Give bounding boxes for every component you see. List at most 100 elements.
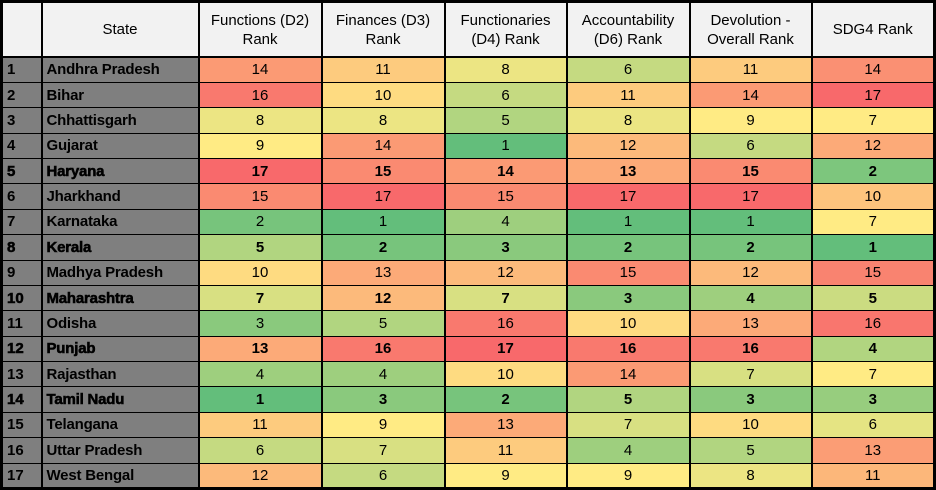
state-cell: Punjab — [40, 335, 200, 363]
state-cell: Bihar — [40, 81, 200, 109]
rank-cell: 15 — [443, 183, 568, 210]
rank-cell: 3 — [688, 386, 813, 413]
rank-cell: 7 — [810, 360, 936, 388]
table-row: 9 Madhya Pradesh 10 13 12 15 12 15 — [0, 259, 936, 286]
row-number-cell: 17 — [0, 462, 43, 489]
rank-cell: 2 — [320, 234, 446, 261]
rank-cell: 15 — [810, 259, 936, 286]
rank-cell: 8 — [197, 107, 323, 134]
state-cell: Andhra Pradesh — [40, 56, 200, 83]
state-cell: Tamil Nadu — [40, 386, 200, 413]
rank-cell: 10 — [197, 259, 323, 286]
rank-cell: 13 — [565, 157, 691, 185]
rank-cell: 11 — [688, 56, 813, 83]
col-header-label: SDG4 Rank — [832, 21, 913, 38]
state-cell: Jharkhand — [40, 183, 200, 210]
row-number-cell: 5 — [0, 157, 43, 185]
rank-cell: 12 — [810, 132, 936, 160]
rank-cell: 17 — [320, 183, 446, 210]
row-number-cell: 10 — [0, 284, 43, 312]
rank-cell: 6 — [320, 462, 446, 489]
table-row: 4 Gujarat 9 14 1 12 6 12 — [0, 132, 936, 160]
col-header-functionaries-d4-rank: Functionaries (D4) Rank — [443, 1, 568, 58]
rank-cell: 7 — [565, 411, 691, 439]
rank-cell: 7 — [443, 284, 568, 312]
rank-cell: 13 — [443, 411, 568, 439]
rank-cell: 12 — [443, 259, 568, 286]
table-row: 17 West Bengal 12 6 9 9 8 11 — [0, 462, 936, 489]
rank-cell: 9 — [565, 462, 691, 489]
state-cell: Madhya Pradesh — [40, 259, 200, 286]
rank-cell: 16 — [197, 81, 323, 109]
rank-cell: 3 — [197, 310, 323, 337]
rank-cell: 5 — [810, 284, 936, 312]
rank-cell: 16 — [443, 310, 568, 337]
rank-cell: 9 — [320, 411, 446, 439]
row-number-cell: 14 — [0, 386, 43, 413]
rank-cell: 5 — [565, 386, 691, 413]
rank-cell: 8 — [320, 107, 446, 134]
row-number-cell: 6 — [0, 183, 43, 210]
rank-cell: 2 — [443, 386, 568, 413]
row-number-cell: 12 — [0, 335, 43, 363]
col-header-label: Functionaries — [460, 11, 551, 29]
rank-cell: 14 — [810, 56, 936, 83]
rank-cell: 9 — [197, 132, 323, 160]
table-row: 8 Kerala 5 2 3 2 2 1 — [0, 234, 936, 261]
rank-cell: 6 — [810, 411, 936, 439]
rank-cell: 3 — [810, 386, 936, 413]
state-cell: Kerala — [40, 234, 200, 261]
rank-cell: 14 — [197, 56, 323, 83]
row-number-cell: 9 — [0, 259, 43, 286]
table-row: 2 Bihar 16 10 6 11 14 17 — [0, 81, 936, 109]
table-row: 13 Rajasthan 4 4 10 14 7 7 — [0, 360, 936, 388]
rank-cell: 10 — [320, 81, 446, 109]
rank-cell: 15 — [565, 259, 691, 286]
rank-cell: 7 — [688, 360, 813, 388]
state-cell: Uttar Pradesh — [40, 437, 200, 464]
rank-cell: 6 — [197, 437, 323, 464]
rank-cell: 8 — [443, 56, 568, 83]
rank-cell: 2 — [565, 234, 691, 261]
rank-cell: 4 — [565, 437, 691, 464]
rank-cell: 3 — [320, 386, 446, 413]
state-cell: Odisha — [40, 310, 200, 337]
row-number-cell: 1 — [0, 56, 43, 83]
rank-cell: 15 — [320, 157, 446, 185]
rank-cell: 6 — [565, 56, 691, 83]
col-header-accountability-d6-rank: Accountability (D6) Rank — [565, 1, 691, 58]
rank-cell: 11 — [443, 437, 568, 464]
table-row: 11 Odisha 3 5 16 10 13 16 — [0, 310, 936, 337]
col-header-row-number — [0, 1, 43, 58]
rank-cell: 5 — [443, 107, 568, 134]
rank-cell: 13 — [197, 335, 323, 363]
rank-cell: 17 — [197, 157, 323, 185]
rank-cell: 7 — [810, 107, 936, 134]
rank-cell: 4 — [810, 335, 936, 363]
rank-cell: 4 — [443, 208, 568, 236]
table-row: 5 Haryana 17 15 14 13 15 2 — [0, 157, 936, 185]
table-row: 3 Chhattisgarh 8 8 5 8 9 7 — [0, 107, 936, 134]
table-body: 1 Andhra Pradesh 14 11 8 6 11 14 2 Bihar 16 10 6 11 14… — [0, 56, 936, 489]
rank-cell: 12 — [688, 259, 813, 286]
rank-cell: 11 — [565, 81, 691, 109]
row-number-cell: 7 — [0, 208, 43, 236]
rank-cell: 16 — [320, 335, 446, 363]
rank-cell: 1 — [565, 208, 691, 236]
rank-cell: 4 — [197, 360, 323, 388]
state-cell: Karnataka — [40, 208, 200, 236]
col-header-sdg4-rank: SDG4 Rank — [810, 1, 936, 58]
state-cell: Telangana — [40, 411, 200, 439]
col-header-label: State — [102, 21, 138, 38]
rank-cell: 10 — [688, 411, 813, 439]
col-header-label: Devolution - — [710, 11, 791, 29]
state-cell: Gujarat — [40, 132, 200, 160]
rank-cell: 14 — [565, 360, 691, 388]
rank-cell: 12 — [197, 462, 323, 489]
rank-cell: 3 — [443, 234, 568, 261]
rank-cell: 4 — [320, 360, 446, 388]
rank-cell: 13 — [320, 259, 446, 286]
rank-cell: 1 — [443, 132, 568, 160]
rank-cell: 15 — [197, 183, 323, 210]
rank-cell: 17 — [810, 81, 936, 109]
